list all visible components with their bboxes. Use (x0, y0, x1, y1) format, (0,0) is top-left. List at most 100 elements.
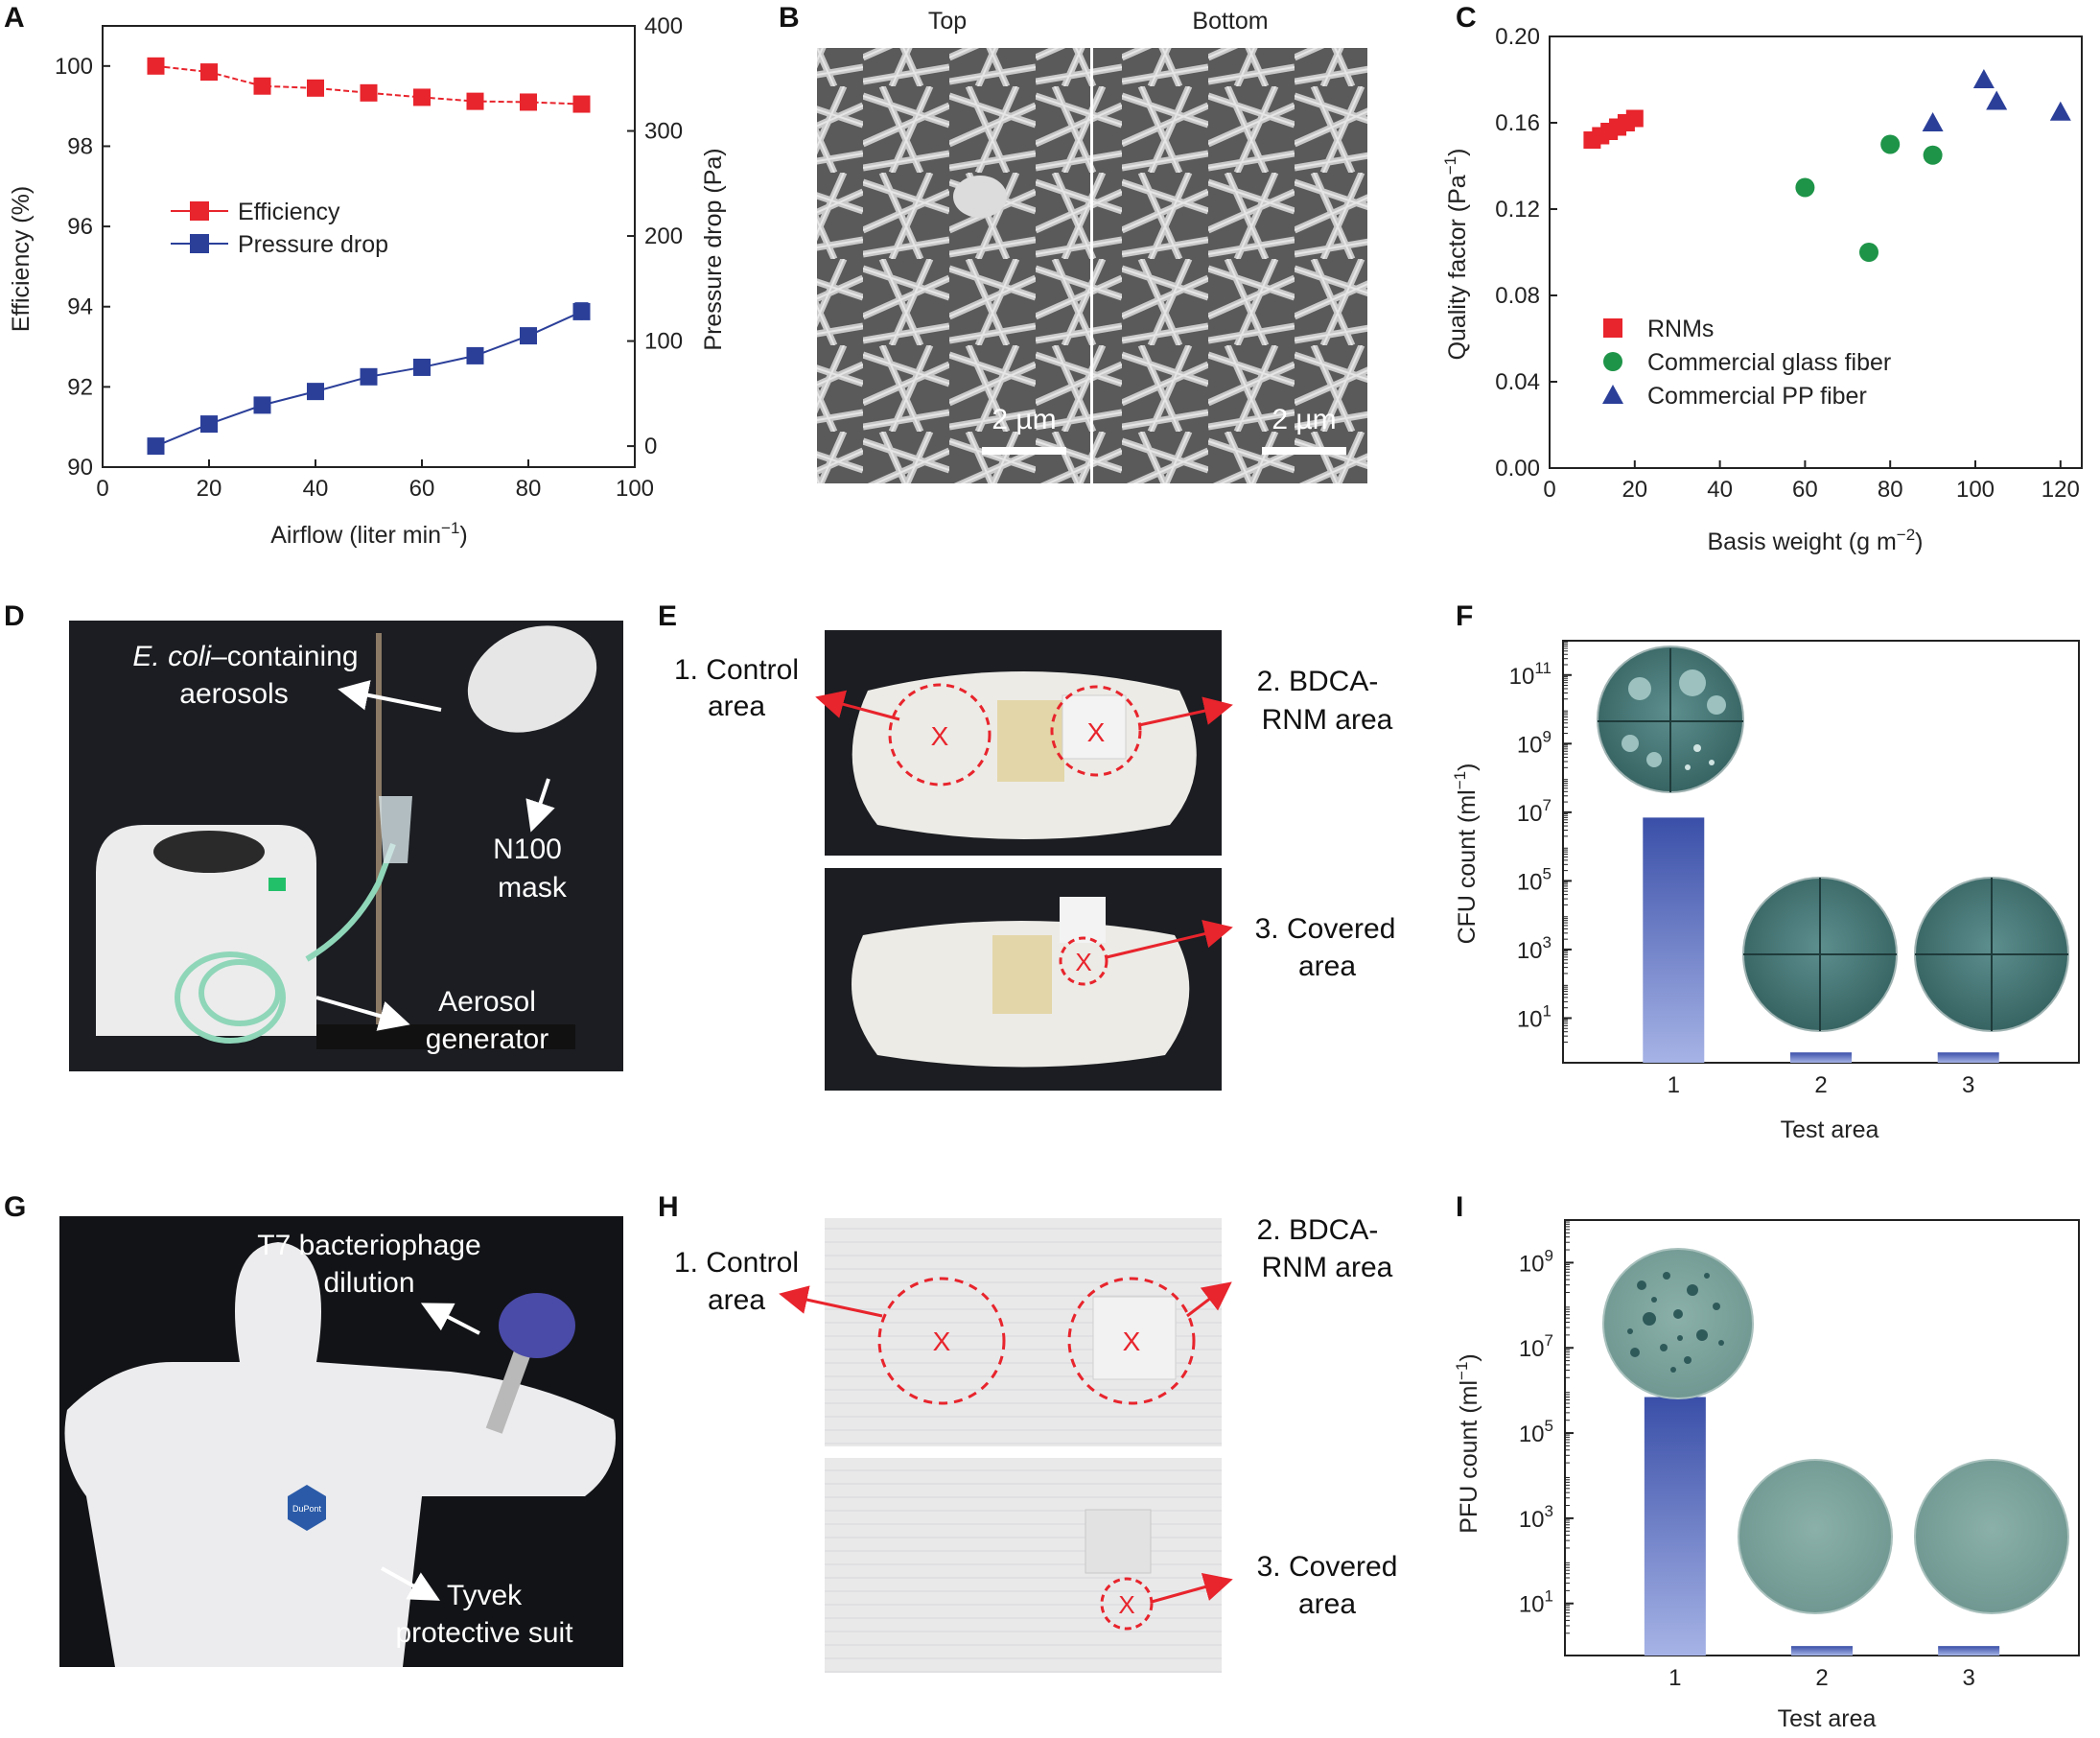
chart-marks-f (1643, 817, 1999, 1063)
y-tick-label-c: 0.16 (1495, 110, 1540, 136)
data-point-pressure (200, 415, 218, 434)
x-tick-label-a: 40 (303, 476, 329, 502)
arrow-generator (315, 996, 410, 1031)
panel-g: G DuPont T7 bacteriophage dilution Tyvek… (4, 1191, 623, 1667)
x-tick-label-c: 0 (1543, 477, 1555, 503)
y-tick-label-right-a: 0 (644, 434, 657, 459)
y-axis-label-c: Quality factor (Pa−1) (1441, 149, 1471, 361)
y-tick-label-i: 107 (1519, 1331, 1553, 1362)
arrow-tyvek (381, 1566, 440, 1601)
panel-letter-e: E (658, 600, 677, 632)
x-tick-label-c: 120 (2042, 477, 2080, 503)
dashed-circle-rnm-e (1050, 685, 1142, 777)
n100-mask (467, 625, 597, 733)
label-tyvek: Tyvek (447, 1580, 523, 1611)
bar-area-1 (1643, 817, 1705, 1063)
plaque (1673, 1309, 1683, 1319)
plate-images-f (1597, 646, 2069, 1032)
dashed-circle-covered-h (1100, 1577, 1154, 1631)
generator-handle (153, 831, 265, 873)
dashed-circle-rnm-h (1067, 1277, 1196, 1405)
data-point-pressure (360, 367, 378, 386)
y-tick-label-c: 0.00 (1495, 456, 1540, 481)
aerosol-generator-body (96, 825, 316, 1036)
arrow-rnm-h (1186, 1281, 1232, 1318)
legend-label-rnms: RNMs (1647, 316, 1714, 342)
panel-letter-b: B (779, 2, 800, 34)
panel-letter-g: G (4, 1191, 26, 1223)
data-point-efficiency (466, 92, 484, 110)
data-point-pressure (520, 327, 537, 345)
y-tick-label-i: 105 (1519, 1417, 1553, 1447)
cover-patch-h (1085, 1509, 1152, 1574)
arrow-control-h (779, 1285, 883, 1318)
y-tick-label-i: 109 (1519, 1246, 1553, 1277)
panel-letter-f: F (1456, 600, 1473, 632)
plaque (1696, 1329, 1708, 1341)
mark-covered-e: X (1075, 948, 1091, 976)
ann-covered-h-1: 3. Covered (1257, 1551, 1398, 1583)
panel-d: D E. coli–containing aerosols N100 mask … (4, 600, 623, 1071)
sem-particle (953, 176, 1007, 218)
data-point-pressure (253, 396, 271, 414)
plaque (1670, 1367, 1676, 1373)
plaque (1627, 1328, 1633, 1334)
plaque (1630, 1348, 1640, 1357)
panel-a: A 0 20 40 60 80 100 90 92 94 96 98 100 0 100 200 300 400… (4, 2, 727, 549)
data-point-pp (1986, 90, 2008, 110)
y-tick-label-c: 0.20 (1495, 24, 1540, 50)
mark-control-h: X (933, 1327, 951, 1356)
legend-marker-rnms (1603, 318, 1622, 338)
plot-frame-a (102, 25, 636, 468)
ann-control-h-2: area (708, 1284, 765, 1316)
arrow-t7 (420, 1303, 480, 1335)
data-point-pp (1922, 112, 1944, 131)
y-axis-label-f: CFU count (ml−1) (1451, 763, 1481, 945)
data-point-glass (1880, 134, 1901, 154)
plaque (1651, 1297, 1657, 1303)
scale-bar-label-bottom: 2 µm (1272, 404, 1336, 435)
series-line-efficiency (155, 64, 582, 106)
x-tick-label-a: 80 (516, 476, 542, 502)
y-tick-label-f: 101 (1517, 1001, 1552, 1032)
data-point-efficiency (572, 95, 591, 113)
x-tick-label-f: 3 (1962, 1072, 1974, 1098)
x-tick-label-a: 60 (409, 476, 435, 502)
panel-f: F 101 103 105 107 109 1011 1 2 3 CFU count (ml−1… (1451, 600, 2080, 1143)
arrow-rnm-e (1138, 696, 1233, 727)
x-tick-label-c: 60 (1792, 477, 1818, 503)
suit-badge (288, 1485, 326, 1531)
data-point-glass (1859, 243, 1878, 262)
label-mask: mask (498, 872, 568, 904)
sem-label-bottom: Bottom (1192, 8, 1268, 35)
y-tick-label-f: 1011 (1509, 659, 1552, 690)
label-aerosol: Aerosol (438, 986, 536, 1018)
y-tick-label-f: 105 (1517, 864, 1552, 895)
legend-marker-efficiency (190, 201, 209, 221)
mark-control-e: X (931, 721, 949, 751)
data-point-glass (1795, 177, 1815, 198)
chart-marks-c (1583, 69, 2071, 262)
plaque (1704, 1273, 1710, 1279)
arrow-covered-e (1106, 919, 1233, 959)
arrow-mask (525, 778, 555, 833)
generator-indicator (268, 878, 286, 891)
mark-rnm-e: X (1087, 717, 1106, 747)
plaque (1637, 1280, 1646, 1290)
scale-bar-bottom (1262, 447, 1346, 455)
panel-b: B Top Bottom 2 µm 2 µm (779, 2, 1367, 483)
bar-area-3 (1938, 1646, 2000, 1656)
y-axis-label-right-a: Pressure drop (Pa) (700, 148, 727, 350)
bar-area-2 (1791, 1646, 1853, 1656)
x-tick-label-f: 2 (1814, 1072, 1827, 1098)
data-point-efficiency (307, 79, 324, 97)
panel-c: C 0 20 40 60 80 100 120 0.00 0.04 0.08 0.12 0.16 0.2… (1441, 2, 2083, 555)
x-tick-label-c: 100 (1956, 477, 1995, 503)
panel-letter-h: H (658, 1191, 679, 1223)
y-tick-label-right-a: 100 (644, 329, 683, 355)
legend-c: RNMs Commercial glass fiber Commercial P… (1602, 316, 1891, 410)
x-tick-label-c: 40 (1707, 477, 1733, 503)
data-point-pp (1972, 69, 1995, 88)
arrow-control-e (815, 690, 900, 721)
